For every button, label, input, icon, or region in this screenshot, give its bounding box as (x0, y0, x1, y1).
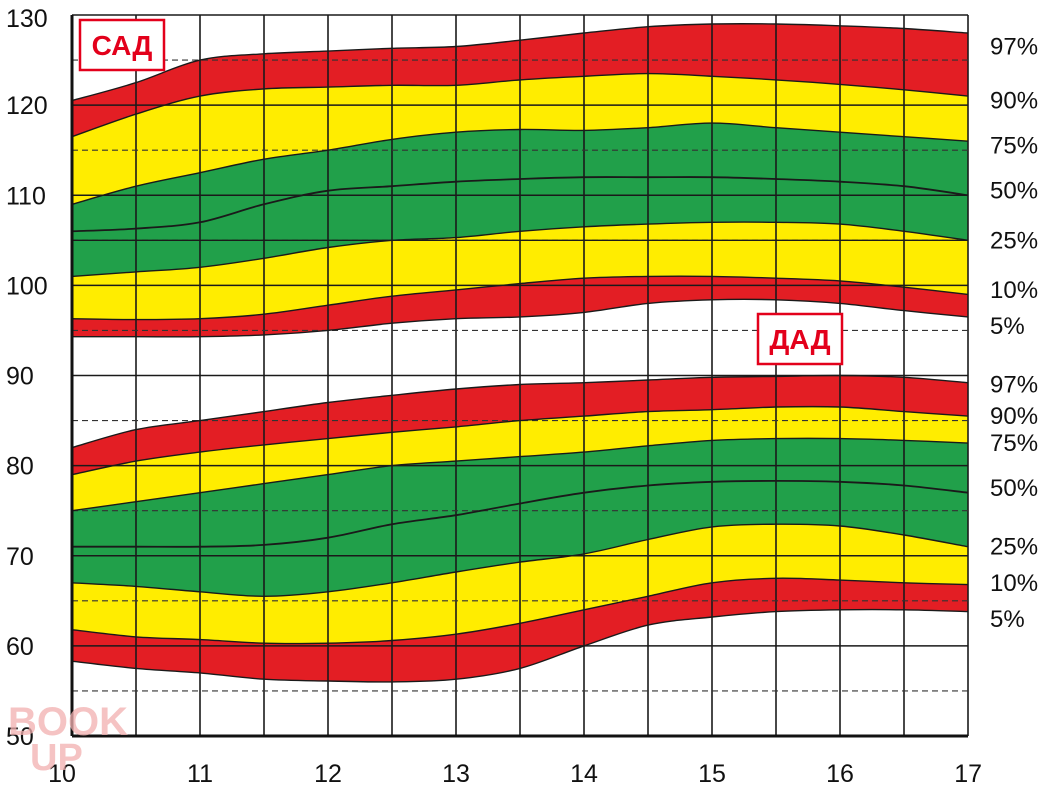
sbp-curve-p10 (71, 275, 969, 321)
sbp-band-yellow-upper (72, 73, 968, 205)
x-tick-label: 15 (698, 760, 726, 786)
dbp-percentile-label: 5% (990, 606, 1025, 633)
sbp-percentile-label: 10% (990, 277, 1038, 304)
group-tags: САД ДАД (78, 18, 844, 366)
x-tick-label: 14 (570, 760, 598, 786)
y-tick-label: 90 (6, 363, 34, 391)
y-tick-label: 50 (6, 723, 34, 751)
dbp-band-yellow-upper (72, 406, 968, 511)
sbp-percentile-label: 5% (990, 313, 1025, 340)
x-tick-label: 10 (48, 760, 76, 786)
y-tick-label: 80 (6, 453, 34, 481)
sbp-curve-p5 (72, 298, 969, 338)
axes (70, 15, 968, 738)
dbp-percentile-label: 97% (990, 372, 1038, 399)
y-tick-label: 110 (6, 182, 46, 210)
dbp-percentile-label: 10% (990, 570, 1038, 597)
dbp-curve-p97 (71, 405, 969, 476)
sbp-curve-p97 (71, 72, 969, 138)
y-tick-label: 120 (6, 92, 48, 120)
sbp-curve-p90 (71, 122, 969, 205)
sbp-tag-box (78, 18, 166, 72)
sbp-curve-p-top (71, 23, 969, 102)
dbp-percentile-label: 90% (990, 403, 1038, 430)
sbp-tag-label: САД (92, 30, 153, 61)
x-tick-label: 11 (187, 760, 213, 786)
dbp-percentile-label: 50% (990, 475, 1038, 502)
watermark-text-bottom: UP (30, 737, 83, 779)
y-tick-label: 130 (6, 5, 48, 33)
y-tick-label: 60 (6, 633, 34, 661)
dbp-curve-p75 (72, 479, 969, 548)
dbp-curve-p25 (71, 523, 969, 598)
sbp-band-red-upper (72, 23, 968, 137)
sbp-curve-p75 (71, 176, 969, 233)
dbp-percentile-label: 75% (990, 430, 1038, 457)
dbp-curve-p-top (71, 374, 969, 449)
dbp-percentile-label: 25% (990, 534, 1038, 561)
dbp-curve-p90 (71, 437, 969, 512)
y-tick-label: 70 (6, 543, 34, 571)
dbp-band-red-upper (72, 375, 968, 475)
sbp-curve-p25 (71, 221, 969, 278)
tick-labels: 50 60 70 80 90 100 110 120 130 10 11 12 13 14 15 16 17 97… (6, 5, 1038, 786)
x-tick-label: 16 (826, 760, 854, 786)
percentile-curves (71, 23, 969, 683)
dbp-curve-p10 (71, 577, 969, 645)
dbp-tag-label: ДАД (769, 324, 830, 355)
x-tick-label: 17 (954, 760, 982, 786)
sbp-percentile-label: 75% (990, 133, 1038, 160)
sbp-percentile-label: 50% (990, 178, 1038, 205)
dbp-curve-p5 (71, 608, 969, 683)
x-tick-label: 13 (442, 760, 470, 786)
watermark: BOOK UP (8, 700, 128, 779)
dbp-tag-box (756, 312, 844, 366)
sbp-percentile-label: 25% (990, 227, 1038, 254)
x-tick-label: 12 (314, 760, 342, 786)
watermark-text-top: BOOK (8, 700, 128, 744)
sbp-percentile-label: 97% (990, 34, 1038, 61)
sbp-percentile-label: 90% (990, 88, 1038, 115)
y-tick-label: 100 (6, 272, 48, 300)
